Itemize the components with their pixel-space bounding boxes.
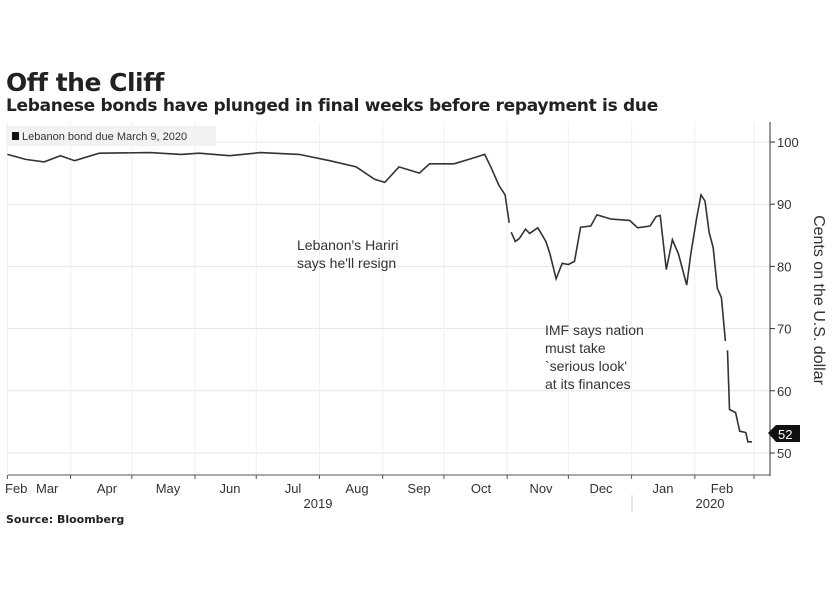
- legend: Lebanon bond due March 9, 2020: [6, 126, 216, 146]
- y-tick-label: 50: [777, 446, 791, 461]
- series-line-segment: [726, 350, 752, 443]
- x-tick-label: Dec: [589, 481, 613, 496]
- annotation-text: must take: [545, 340, 606, 356]
- y-axis-label: Cents on the U.S. dollar: [810, 215, 827, 386]
- legend-background: [6, 126, 216, 146]
- series-line-segment: [510, 192, 727, 342]
- series-line-segment: [7, 151, 510, 224]
- y-tick-label: 100: [777, 135, 799, 150]
- last-value-label: 52: [778, 427, 792, 442]
- chart-title: Off the Cliff: [6, 68, 164, 97]
- axes: 50 60 70 80 90 100 Feb Mar Apr May Jun Jul Aug Sep Oct…: [5, 122, 799, 512]
- annotation-text: `serious look': [545, 358, 627, 374]
- x-tick-label: Oct: [471, 481, 492, 496]
- y-tick-label: 80: [777, 259, 791, 274]
- annotation-text: IMF says nation: [545, 322, 644, 338]
- x-tick-label: Jan: [653, 481, 674, 496]
- legend-swatch: [12, 132, 19, 140]
- x-tick-label: Jun: [220, 481, 241, 496]
- x-tick-label: Feb: [711, 481, 733, 496]
- y-tick-label: 70: [777, 322, 791, 337]
- chart-subtitle: Lebanese bonds have plunged in final wee…: [6, 96, 658, 116]
- y-tick-label: 90: [777, 197, 791, 212]
- x-tick-label: Nov: [529, 481, 553, 496]
- annotations: Lebanon's Hariri says he'll resign IMF say…: [297, 237, 644, 392]
- x-tick-label: Feb: [5, 481, 27, 496]
- y-tick-label: 60: [777, 384, 791, 399]
- year-label: 2019: [304, 496, 333, 511]
- last-value-badge-shape: [768, 425, 800, 442]
- annotation-text: says he'll resign: [297, 255, 396, 271]
- annotation-text: Lebanon's Hariri: [297, 237, 399, 253]
- x-tick-label: Aug: [345, 481, 368, 496]
- last-value-badge: 52: [768, 425, 800, 442]
- annotation-text: at its finances: [545, 376, 631, 392]
- x-tick-label: Apr: [97, 481, 118, 496]
- x-tick-label: Mar: [36, 481, 59, 496]
- gridlines: [6, 122, 770, 475]
- x-tick-label: May: [156, 481, 181, 496]
- legend-label: Lebanon bond due March 9, 2020: [22, 131, 187, 143]
- source-note: Source: Bloomberg: [6, 513, 125, 526]
- x-tick-label: Jul: [285, 481, 302, 496]
- series-line: [7, 151, 752, 443]
- x-tick-label: Sep: [407, 481, 430, 496]
- year-label: 2020: [696, 496, 725, 511]
